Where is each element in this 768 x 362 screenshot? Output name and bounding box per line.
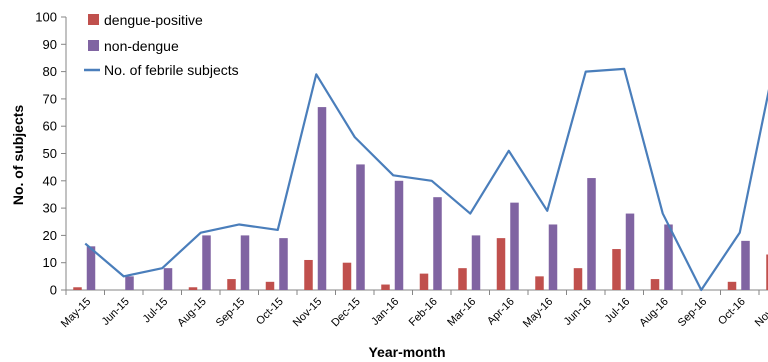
x-tick-label: Aug-15 (175, 296, 209, 330)
y-tick-label: 80 (43, 64, 57, 79)
bar-dengue-positive (458, 268, 467, 290)
x-tick-label: Mar-16 (445, 296, 478, 329)
bar-dengue-positive (419, 273, 429, 290)
bar-dengue-positive (650, 279, 660, 290)
bar-non-dengue (125, 276, 134, 290)
y-tick-label: 20 (43, 228, 57, 243)
bar-dengue-positive (766, 254, 768, 290)
bar-dengue-positive (573, 268, 583, 290)
x-tick-label: Jun-15 (100, 296, 132, 328)
bar-non-dengue (240, 235, 250, 290)
bar-non-dengue (317, 107, 327, 290)
bar-non-dengue (664, 224, 673, 290)
bar-dengue-positive (496, 238, 506, 290)
y-ticks: 0 10 20 30 40 50 60 70 80 90 100 (35, 10, 66, 298)
bar-dengue-positive (612, 249, 621, 290)
line-febrile-subjects (84, 67, 768, 292)
x-tick-label: Jun-16 (562, 296, 594, 328)
y-tick-label: 30 (43, 201, 57, 216)
bar-non-dengue (510, 202, 519, 290)
bar-dengue-positive (535, 276, 544, 290)
x-tick-label: May-16 (521, 296, 555, 330)
bar-dengue-positive (73, 287, 82, 290)
legend-label-non-dengue: non-dengue (104, 38, 179, 54)
x-tick-label: Apr-16 (485, 296, 517, 328)
bar-non-dengue (86, 246, 96, 290)
bar-dengue-positive (304, 259, 313, 290)
line-series (84, 67, 768, 292)
x-tick-label: Feb-16 (407, 296, 440, 329)
y-tick-label: 60 (43, 119, 57, 134)
x-tick-label: Jul-15 (141, 296, 171, 326)
x-tick-label: Sep-15 (214, 296, 248, 330)
legend-swatch-non-dengue (88, 40, 99, 51)
legend-label-febrile-subjects: No. of febrile subjects (104, 62, 239, 78)
y-tick-label: 0 (50, 283, 57, 298)
bar-dengue-positive (342, 262, 352, 290)
y-tick-label: 70 (43, 91, 57, 106)
legend: dengue-positive non-dengue No. of febril… (84, 12, 239, 78)
bar-non-dengue (433, 197, 442, 290)
x-tick-label: Jan-16 (369, 296, 401, 328)
bar-non-dengue (471, 235, 481, 290)
x-tick-label: May-15 (59, 296, 93, 330)
x-tick-label: Oct-16 (716, 296, 748, 328)
bar-dengue-positive (381, 284, 390, 290)
bar-dengue-positive (227, 279, 236, 290)
x-tick-label: Nov-16 (753, 296, 768, 330)
x-tick-label: Jul-16 (603, 296, 633, 326)
y-tick-label: 50 (43, 146, 57, 161)
x-ticks: May-15 Jun-15 Jul-15 Aug-15 Sep-15 Oct-15 Nov-… (59, 290, 768, 330)
y-tick-label: 90 (43, 37, 57, 52)
legend-label-dengue-positive: dengue-positive (104, 12, 203, 28)
x-tick-label: Sep-16 (676, 296, 710, 330)
bar-non-dengue (394, 180, 404, 290)
bar-non-dengue (163, 268, 173, 290)
bar-non-dengue (279, 238, 288, 290)
y-tick-label: 40 (43, 173, 57, 188)
bar-non-dengue (741, 240, 750, 290)
y-axis-title: No. of subjects (10, 105, 26, 206)
y-tick-label: 100 (35, 10, 57, 25)
x-tick-label: Nov-15 (291, 296, 325, 330)
x-tick-label: Oct-15 (254, 296, 286, 328)
x-tick-label: Dec-15 (329, 296, 363, 330)
x-axis-title: Year-month (368, 344, 445, 360)
bar-non-dengue (202, 235, 211, 290)
x-tick-label: Aug-16 (637, 296, 671, 330)
bar-non-dengue (548, 224, 558, 290)
bar-non-dengue (625, 213, 635, 290)
y-tick-label: 10 (43, 255, 57, 270)
bar-non-dengue (587, 178, 596, 290)
bar-dengue-positive (188, 287, 198, 290)
legend-swatch-dengue-positive (88, 14, 99, 25)
bars (73, 107, 768, 290)
bar-dengue-positive (265, 281, 275, 290)
bar-dengue-positive (727, 281, 737, 290)
bar-non-dengue (356, 164, 365, 290)
